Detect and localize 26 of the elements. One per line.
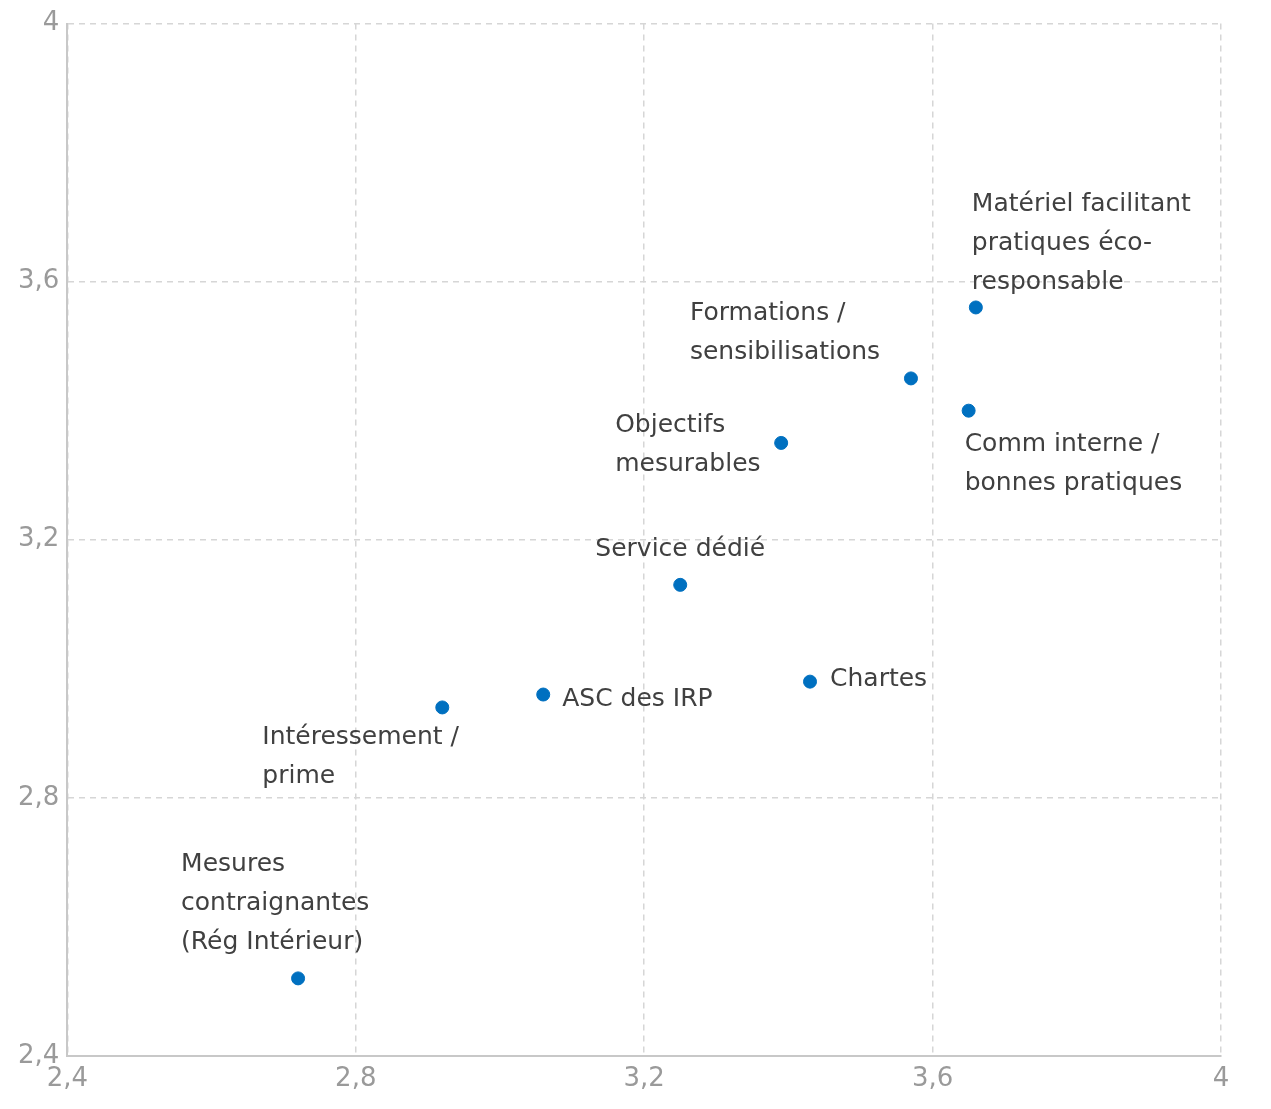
y-tick-label: 2,8 [17,780,60,811]
point [968,300,983,315]
annotation: Service dédié [595,533,766,563]
annotation: Comm interne / bonnes pratiques [964,428,1183,497]
annotation: Matériel facilitant pratiques éco-responsable [971,187,1192,295]
y-tick-label: 4 [42,6,60,37]
y-tick-label: 3,2 [17,522,60,553]
annotation: Intéressement / prime [262,720,460,789]
x-tick-label: 3,2 [623,1062,665,1093]
point [803,674,818,689]
y-tick-label: 3,6 [17,264,60,295]
annotation: Mesures contraignantes (Rég Intérieur) [181,847,370,955]
point [435,700,450,715]
annotation: ASC des IRP [562,683,713,713]
x-tick-label: 2,8 [335,1062,377,1093]
annotation: Objectifs mesurables [615,409,761,478]
point [673,577,688,592]
annotation: Chartes [830,663,928,693]
annotation: Formations / sensibilisations [689,296,881,365]
point [774,435,789,450]
x-tick-label: 3,6 [911,1062,954,1093]
x-tick-label: 4 [1212,1062,1230,1093]
point [536,687,551,702]
point [903,371,918,386]
point [961,403,976,418]
point [291,971,306,986]
